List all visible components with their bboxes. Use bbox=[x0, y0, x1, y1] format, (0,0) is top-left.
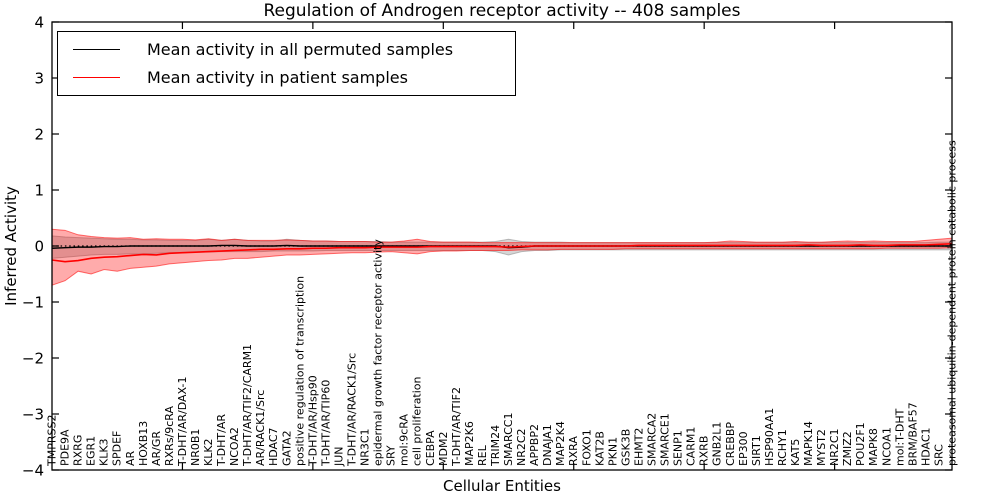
entity-label: MAPK8 bbox=[867, 428, 880, 466]
entity-label: KAT2B bbox=[593, 431, 606, 466]
patient-line-swatch bbox=[73, 76, 120, 78]
entity-label: SRC bbox=[932, 444, 945, 466]
entity-label: HDAC1 bbox=[919, 427, 932, 466]
entity-label: RXRB bbox=[698, 436, 711, 466]
entity-label: AR bbox=[124, 450, 137, 466]
entity-label: T-DHT/AR/RACK1/Src bbox=[346, 353, 359, 467]
entity-label: NR0B1 bbox=[189, 429, 202, 466]
entity-label: SRY bbox=[385, 445, 398, 466]
entity-label: NR2C2 bbox=[515, 428, 528, 466]
entity-label: FOXO1 bbox=[580, 429, 593, 466]
entity-label: RXRA bbox=[567, 436, 580, 466]
entity-label: EP300 bbox=[737, 431, 750, 466]
entity-label: APPBP2 bbox=[528, 424, 541, 466]
entity-label: SENP1 bbox=[672, 430, 685, 466]
entity-label: PDE9A bbox=[59, 429, 72, 466]
entity-label: EHMT2 bbox=[632, 428, 645, 466]
entity-label: KLK2 bbox=[202, 438, 215, 466]
y-tick-label: −2 bbox=[22, 350, 44, 368]
entity-label: ZMIZ2 bbox=[841, 431, 854, 466]
entity-label: NCOA2 bbox=[228, 427, 241, 466]
entity-label: MAP2K6 bbox=[463, 421, 476, 466]
entity-label: GSK3B bbox=[619, 429, 632, 466]
entity-label: AR/RACK1/Src bbox=[254, 390, 267, 466]
chart-title: Regulation of Androgen receptor activity… bbox=[263, 1, 741, 21]
entity-label: T-DHT/AR/TIF2/CARM1 bbox=[241, 344, 254, 467]
patient-mean-line bbox=[51, 242, 953, 263]
entity-label: KAT5 bbox=[789, 439, 802, 466]
entity-label: MDM2 bbox=[437, 432, 450, 466]
entity-label: EGR1 bbox=[85, 436, 98, 466]
legend-label-permuted: Mean activity in all permuted samples bbox=[147, 40, 454, 60]
entity-label: NR2C1 bbox=[828, 428, 841, 466]
entity-label: RCHY1 bbox=[776, 429, 789, 466]
entity-label: HOXB13 bbox=[137, 421, 150, 466]
entity-label: SMARCE1 bbox=[659, 413, 672, 466]
entity-label: NR3C1 bbox=[359, 428, 372, 466]
entity-label: RXRG bbox=[72, 435, 85, 466]
entity-label: SIRT1 bbox=[750, 435, 763, 466]
entity-label: mol:9cRA bbox=[398, 414, 411, 466]
entity-label: KLK3 bbox=[98, 438, 111, 466]
entity-label: HSP90AA1 bbox=[763, 408, 776, 466]
entity-label: CREBBP bbox=[724, 422, 737, 466]
y-tick-label: 0 bbox=[34, 238, 44, 256]
entity-label: SPDEF bbox=[111, 431, 124, 466]
legend-row-permuted: Mean activity in all permuted samples bbox=[58, 40, 515, 59]
entity-label: BRM/BAF57 bbox=[906, 402, 919, 466]
entity-label: POU2F1 bbox=[854, 422, 867, 466]
entity-label: T-DHT/AR/DAX-1 bbox=[176, 377, 189, 467]
x-axis-label: Cellular Entities bbox=[443, 477, 561, 495]
y-tick-label: 2 bbox=[34, 126, 44, 144]
entity-label: MYST2 bbox=[815, 429, 828, 466]
entity-label: GNB2L1 bbox=[711, 422, 724, 466]
entity-label: SMARCC1 bbox=[502, 413, 515, 466]
entity-label: CARM1 bbox=[685, 427, 698, 466]
entity-label: NCOA1 bbox=[880, 427, 893, 466]
entity-label: HDAC7 bbox=[267, 427, 280, 466]
legend-row-patient: Mean activity in patient samples bbox=[58, 68, 515, 87]
y-axis-label: Inferred Activity bbox=[2, 186, 20, 306]
patient-band bbox=[51, 228, 953, 286]
entity-label: DNAJA1 bbox=[541, 424, 554, 466]
entity-label: JUN bbox=[332, 446, 345, 467]
entity-label: CEBPA bbox=[424, 430, 437, 466]
entity-label: positive regulation of transcription bbox=[293, 276, 306, 466]
entity-label: T-DHT/AR bbox=[215, 414, 228, 467]
entity-label: GATA2 bbox=[280, 430, 293, 466]
entity-label: MAP2K4 bbox=[554, 421, 567, 466]
entity-label: T-DHT/AR/Hsp90 bbox=[306, 375, 319, 467]
entity-label: MAPK14 bbox=[802, 421, 815, 466]
entity-label: cell proliferation bbox=[411, 376, 424, 466]
y-tick-label: −4 bbox=[22, 462, 44, 480]
y-tick-label: −3 bbox=[22, 406, 44, 424]
entity-label: SMARCA2 bbox=[646, 413, 659, 466]
entity-label: epidermal growth factor receptor activit… bbox=[372, 239, 385, 466]
entity-label: TRIM24 bbox=[489, 425, 502, 467]
y-tick-label: 4 bbox=[34, 14, 44, 32]
legend-label-patient: Mean activity in patient samples bbox=[147, 67, 408, 87]
y-tick-label: 3 bbox=[34, 70, 44, 88]
legend: Mean activity in all permuted samples Me… bbox=[57, 31, 516, 96]
y-tick-label: 1 bbox=[34, 182, 44, 200]
entity-label: RXRs/9cRA bbox=[163, 405, 176, 466]
entity-label: mol:T-DHT bbox=[893, 408, 906, 466]
entity-label: T-DHT/AR/TIP60 bbox=[319, 380, 332, 467]
entity-label: AR/GR bbox=[150, 431, 163, 466]
entity-label: PKN1 bbox=[606, 437, 619, 466]
entity-label: T-DHT/AR/TIF2 bbox=[450, 387, 463, 467]
y-tick-label: −1 bbox=[22, 294, 44, 312]
entity-label: REL bbox=[476, 444, 489, 466]
permuted-line-swatch bbox=[73, 49, 120, 51]
